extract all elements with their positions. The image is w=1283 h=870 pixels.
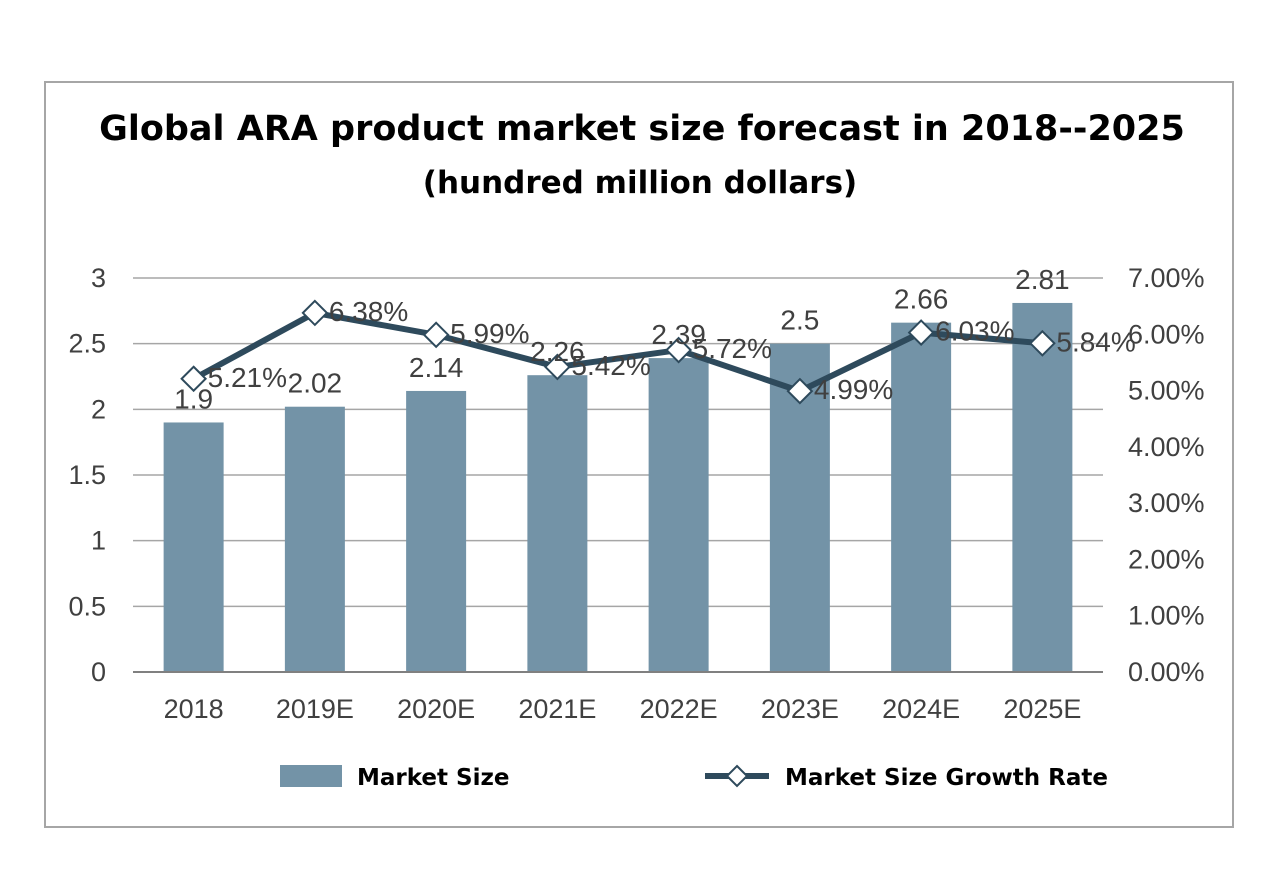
bar-2018 bbox=[163, 422, 224, 672]
x-tick-label: 2020E bbox=[397, 694, 475, 724]
bar-2024E bbox=[891, 322, 952, 672]
data-labels: 1.9 2.02 2.14 2.26 2.39 2.5 2.66 2.81 5.21% 6.38%… bbox=[174, 264, 1136, 415]
x-tick-label: 2025E bbox=[1003, 694, 1081, 724]
bar-2022E bbox=[648, 358, 709, 672]
x-tick-label: 2023E bbox=[761, 694, 839, 724]
x-tick-label: 2019E bbox=[276, 694, 354, 724]
growth-rate-marker-2025E bbox=[1028, 329, 1056, 357]
bar-value-label: 2.39 bbox=[651, 319, 706, 350]
growth-rate-line bbox=[192, 309, 1043, 395]
growth-rate-value-label: 6.03% bbox=[935, 316, 1014, 347]
legend-swatch-growth-rate-marker bbox=[725, 764, 749, 788]
growth-rate-value-label: 5.99% bbox=[450, 318, 529, 349]
growth-rate-value-label: 5.21% bbox=[208, 362, 287, 393]
y-right-tick-label: 0.00% bbox=[1128, 657, 1205, 687]
growth-rate-marker-2019E bbox=[301, 299, 329, 327]
chart-subtitle: (hundred million dollars) bbox=[423, 165, 857, 201]
growth-rate-value-label: 6.38% bbox=[329, 296, 408, 327]
y-left-tick-label: 2.5 bbox=[68, 329, 106, 359]
bar-value-label: 2.26 bbox=[530, 336, 585, 367]
y-right-tick-label: 1.00% bbox=[1128, 601, 1205, 631]
y-right-tick-label: 4.00% bbox=[1128, 432, 1205, 462]
growth-rate-marker-2020E bbox=[422, 321, 450, 349]
chart-title: Global ARA product market size forecast … bbox=[99, 109, 1185, 149]
y-left-tick-label: 3 bbox=[91, 263, 106, 293]
y-right-tick-label: 7.00% bbox=[1128, 263, 1205, 293]
bar-2020E bbox=[406, 390, 467, 672]
bar-2021E bbox=[527, 375, 588, 672]
line-series bbox=[180, 299, 1056, 405]
growth-rate-value-label: 5.42% bbox=[571, 350, 650, 381]
y-right-tick-label: 2.00% bbox=[1128, 544, 1205, 574]
bar-value-label: 2.66 bbox=[894, 284, 949, 315]
x-tick-label: 2022E bbox=[640, 694, 718, 724]
y-left-tick-label: 0 bbox=[91, 657, 106, 687]
growth-rate-marker-2024E bbox=[907, 319, 935, 347]
y-right-tick-label: 6.00% bbox=[1128, 319, 1205, 349]
bar-value-label: 2.02 bbox=[288, 368, 343, 399]
bar-series bbox=[163, 302, 1073, 672]
legend: Market Size Market Size Growth Rate bbox=[280, 764, 1108, 791]
bar-value-label: 1.9 bbox=[174, 383, 213, 414]
y-left-tick-label: 0.5 bbox=[68, 591, 106, 621]
growth-rate-value-label: 5.84% bbox=[1056, 326, 1135, 357]
y-right-tick-label: 5.00% bbox=[1128, 376, 1205, 406]
legend-label-market-size: Market Size bbox=[357, 765, 509, 791]
x-tick-label: 2021E bbox=[518, 694, 596, 724]
y-left-tick-label: 1.5 bbox=[68, 460, 106, 490]
growth-rate-value-label: 4.99% bbox=[814, 374, 893, 405]
growth-rate-marker-2023E bbox=[786, 377, 814, 405]
growth-rate-value-label: 5.72% bbox=[693, 333, 772, 364]
growth-rate-marker-2018 bbox=[180, 365, 208, 393]
bar-value-label: 2.81 bbox=[1015, 264, 1070, 295]
bar-2025E bbox=[1012, 302, 1073, 672]
x-tick-label: 2018 bbox=[164, 694, 224, 724]
x-tick-label: 2024E bbox=[882, 694, 960, 724]
bar-value-label: 2.14 bbox=[409, 352, 464, 383]
growth-rate-marker-2021E bbox=[543, 353, 571, 381]
legend-swatch-market-size bbox=[280, 765, 342, 787]
y-left-tick-label: 2 bbox=[91, 394, 106, 424]
y-left-tick-label: 1 bbox=[91, 526, 106, 556]
legend-label-growth-rate: Market Size Growth Rate bbox=[785, 765, 1108, 791]
axes: 0 0.5 1 1.5 2 2.5 3 0.00% 1.00% 2.00% 3.00% 4.00% 5.… bbox=[68, 263, 1204, 724]
bar-2019E bbox=[284, 406, 345, 672]
y-right-tick-label: 3.00% bbox=[1128, 488, 1205, 518]
bar-value-label: 2.5 bbox=[780, 305, 819, 336]
growth-rate-marker-2022E bbox=[665, 336, 693, 364]
